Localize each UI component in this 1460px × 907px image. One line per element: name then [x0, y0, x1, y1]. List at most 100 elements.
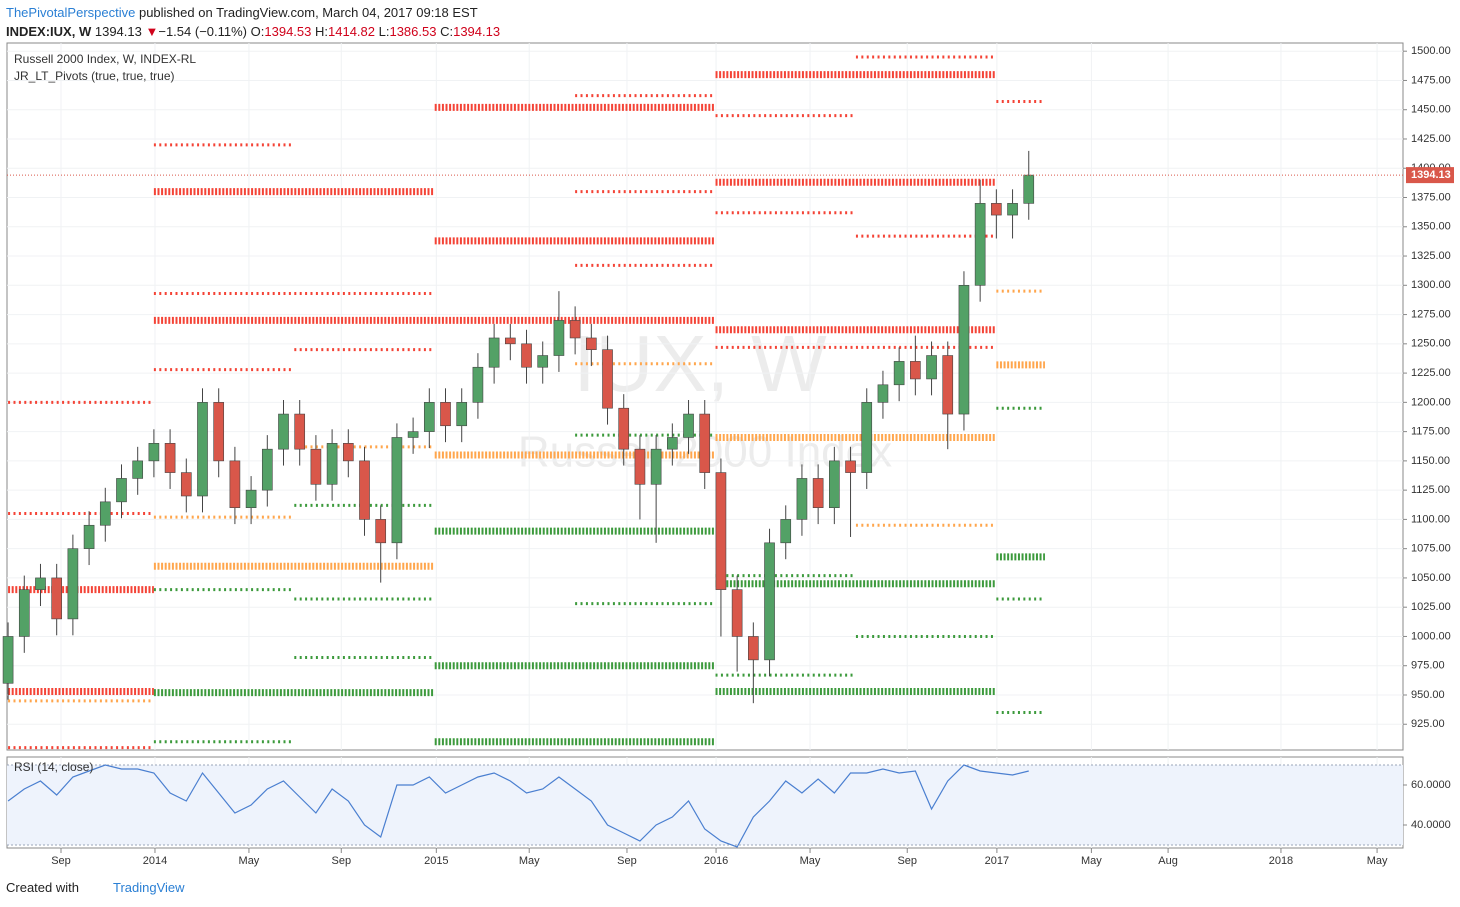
x-tick-label: 2017 [985, 855, 1009, 867]
x-tick-label: May [1367, 855, 1388, 867]
candle-body [650, 448, 662, 485]
y-tick-label: 950.00 [1411, 689, 1445, 701]
candle-body [634, 448, 646, 485]
candle-body [585, 337, 597, 350]
candle-body [974, 203, 986, 286]
y-tick-label: 1500.00 [1411, 45, 1451, 57]
y-tick-label: 1125.00 [1411, 484, 1450, 496]
candle-body [245, 489, 257, 509]
x-tick-label: May [1081, 855, 1102, 867]
candle-body [229, 460, 241, 509]
candle-body [472, 366, 484, 403]
y-tick-label: 1350.00 [1411, 221, 1451, 233]
symbol: INDEX:IUX, W [6, 24, 92, 39]
candle-body [407, 431, 419, 438]
y-tick-label: 1475.00 [1411, 74, 1451, 86]
y-tick-label: 1325.00 [1411, 250, 1451, 262]
brand[interactable]: TradingView [112, 880, 185, 895]
rsi-line [7, 764, 1029, 848]
y-tick-label: 40.0000 [1411, 819, 1451, 831]
y-tick-label: 925.00 [1411, 718, 1445, 730]
header: ThePivotalPerspective published on Tradi… [6, 3, 500, 41]
candle-body [132, 460, 144, 479]
candle-body [910, 361, 921, 380]
candle-body [116, 478, 127, 503]
candle-body [440, 402, 451, 427]
x-tick-label: 2018 [1269, 855, 1293, 867]
y-tick-label: 1075.00 [1411, 543, 1451, 555]
rsi-band [7, 765, 1403, 845]
arrow: ▼ [145, 24, 159, 39]
y-tick-label: 1100.00 [1411, 513, 1450, 525]
candle-body [164, 443, 176, 473]
candle-body [51, 577, 63, 620]
ohlc-label: H: [315, 24, 328, 39]
candle-body [197, 402, 208, 497]
x-tick-label: May [519, 855, 540, 867]
candle-body [391, 437, 403, 544]
published: published on TradingView.com, March 04, … [138, 5, 478, 20]
x-tick-label: May [800, 855, 821, 867]
candle-body [99, 501, 111, 526]
rsi-title: RSI (14, close) [14, 760, 93, 774]
ohlc-value: 1386.53 [389, 24, 437, 39]
candle-body [812, 478, 824, 509]
indicator-name: JR_LT_Pivots (true, true, true) [14, 69, 175, 83]
candle-body [488, 337, 500, 368]
y-tick-label: 60.0000 [1411, 779, 1451, 791]
y-tick-label: 1000.00 [1411, 630, 1451, 642]
candle-body [618, 407, 630, 450]
candle-body [1007, 203, 1018, 216]
y-tick-label: 1050.00 [1411, 572, 1451, 584]
ohlc-label: O: [250, 24, 265, 39]
candle-body [748, 636, 759, 661]
x-tick-label: May [239, 855, 260, 867]
candle-body [310, 448, 322, 485]
candle-body [504, 337, 516, 345]
candle-body [764, 542, 775, 661]
x-tick-label: Aug [1158, 855, 1178, 867]
x-tick-label: 2015 [424, 855, 448, 867]
ohlc-value: 1394.13 [453, 24, 501, 39]
candle-body [845, 460, 856, 473]
y-tick-label: 1025.00 [1411, 601, 1451, 613]
y-tick-label: 1275.00 [1411, 308, 1451, 320]
x-tick-label: Sep [51, 855, 71, 867]
y-tick-label: 1250.00 [1411, 338, 1451, 350]
candle-body [423, 402, 435, 432]
y-tick-label: 1200.00 [1411, 396, 1451, 408]
candle-body [958, 284, 970, 415]
candle-body [699, 413, 711, 473]
header-line: ThePivotalPerspective published on Tradi… [6, 3, 500, 22]
x-tick-label: Sep [897, 855, 917, 867]
candle-body [278, 413, 289, 450]
y-tick-label: 1175.00 [1411, 426, 1450, 438]
candle-body [375, 519, 387, 544]
created: Created with [6, 880, 79, 895]
last-price-box [1406, 167, 1454, 184]
candle-body [569, 320, 581, 339]
y-tick-label: 1450.00 [1411, 104, 1451, 116]
candle-body [294, 413, 306, 450]
price-pane [6, 42, 1404, 751]
plot-layer: Sep 2014 May Sep 2015 May Sep 2016 May Sep 2017 May… [2, 43, 1454, 867]
ohlc-value: 1394.53 [264, 24, 312, 39]
candle-body [537, 355, 549, 368]
candle-body [893, 361, 905, 386]
candle-body [942, 355, 954, 415]
y-tick-label: 1225.00 [1411, 367, 1451, 379]
candle-body [456, 402, 468, 427]
candle-body [67, 548, 79, 620]
candle-body [148, 443, 160, 462]
last-price-label: 1394.13 [1411, 169, 1451, 181]
candle-body [2, 636, 14, 684]
candle-body [180, 472, 192, 497]
candle-body [861, 402, 873, 473]
candle-body [1023, 174, 1035, 204]
candle-body [877, 384, 889, 403]
publisher[interactable]: ThePivotalPerspective [6, 5, 136, 20]
candle-body [796, 478, 808, 520]
candle-body [326, 443, 338, 485]
candle-body [35, 577, 46, 590]
